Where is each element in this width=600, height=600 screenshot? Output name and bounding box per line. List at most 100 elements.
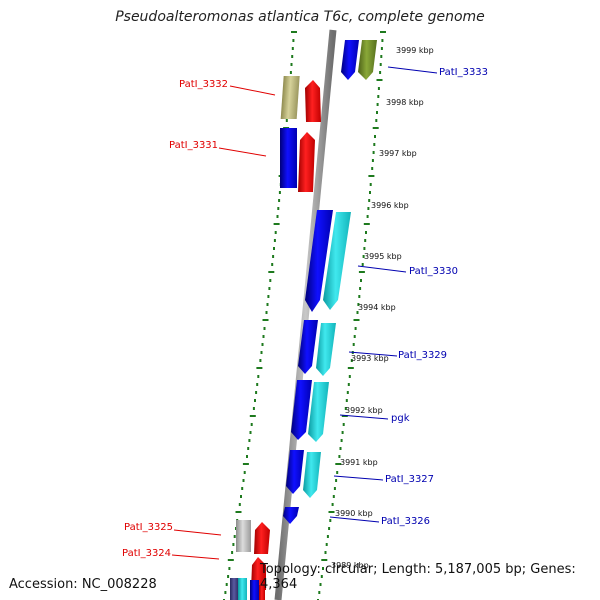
ruler-major-tick [347, 367, 354, 369]
ruler-dot [363, 247, 366, 250]
gene-patI-3325-gray[interactable] [236, 520, 251, 552]
gene-label-patI-3331[interactable]: PatI_3331 [169, 140, 219, 151]
ruler-dot [328, 527, 331, 530]
gene-label-patI-3325[interactable]: PatI_3325 [124, 522, 174, 533]
ruler-dot [255, 391, 258, 394]
tick-label: 3990 kbp [335, 509, 373, 518]
gene-patI-3331-red[interactable] [298, 132, 315, 192]
gene-label-patI-3324[interactable]: PatI_3324 [122, 548, 172, 559]
ruler-dot [350, 359, 353, 362]
ruler-dot [340, 439, 343, 442]
gene-bottom-cyan[interactable] [238, 578, 247, 600]
gene-label-patI-3329[interactable]: PatI_3329 [398, 350, 448, 361]
gene-pgk-cyan[interactable] [308, 382, 329, 442]
ruler-dot [225, 583, 228, 586]
ruler-major-tick [262, 319, 269, 321]
ruler-dot [252, 407, 255, 410]
ruler-dot [369, 191, 371, 194]
ruler-dot [325, 543, 328, 546]
ruler-dot [266, 303, 269, 306]
ruler-dot [227, 575, 230, 578]
ruler-dot [228, 567, 231, 570]
gene-patI-3332-red[interactable] [305, 80, 321, 122]
ruler-dot [267, 295, 270, 298]
ruler-major-tick [341, 415, 348, 417]
ruler-major-tick [368, 175, 375, 177]
ruler-dot [369, 183, 372, 186]
tick-label: 3994 kbp [358, 303, 396, 312]
ruler-major-tick [227, 559, 234, 561]
gene-label-patI-3332[interactable]: PatI_3332 [179, 79, 229, 90]
ruler-dot [260, 351, 263, 354]
ruler-major-tick [268, 271, 275, 273]
gene-label-patI-3326[interactable]: PatI_3326 [381, 516, 431, 527]
gene-patI-3327-cyan[interactable] [303, 452, 321, 498]
ruler-dot [276, 215, 279, 218]
gene-bottom-blue[interactable] [250, 580, 259, 600]
gene-bottom-navy[interactable] [230, 578, 238, 600]
ruler-dot [277, 207, 280, 210]
tick-label: 3996 kbp [371, 201, 409, 210]
ruler-dot [291, 47, 294, 50]
ruler-dot [348, 375, 351, 378]
tick-label: 3991 kbp [340, 458, 378, 467]
ruler-dot [332, 495, 335, 498]
gene-patI-3329-cyan[interactable] [316, 323, 336, 376]
ruler-dot [268, 287, 271, 290]
ruler-dot [289, 71, 292, 74]
ruler-dot [354, 327, 357, 330]
gene-label-patI-3327[interactable]: PatI_3327 [385, 474, 435, 485]
ruler-dot [238, 503, 241, 506]
gene-patI-3329-blue[interactable] [298, 320, 318, 374]
ruler-dot [241, 487, 244, 490]
gene-patI-3333-blue[interactable] [341, 40, 359, 80]
tick-label: 3993 kbp [351, 354, 389, 363]
ruler-dot [320, 575, 323, 578]
ruler-dot [338, 455, 341, 458]
gene-patI-3326-blue[interactable] [283, 507, 299, 524]
ruler-dot [376, 103, 379, 106]
ruler-dot [379, 63, 382, 66]
gene-bottom-red[interactable] [259, 585, 265, 600]
ruler-dot [292, 39, 295, 42]
ruler-dot [248, 439, 251, 442]
ruler-dot [256, 383, 259, 386]
ruler-dot [357, 303, 360, 306]
ruler-major-tick [256, 367, 263, 369]
gene-patI-3333-olive[interactable] [358, 40, 377, 80]
gene-patI-3330-cyan[interactable] [323, 212, 351, 310]
ruler-dot [356, 311, 359, 314]
gene-pgk-blue[interactable] [291, 380, 312, 440]
gene-patI-3331-blue[interactable] [280, 128, 297, 188]
ruler-dot [377, 87, 380, 90]
ruler-dot [381, 39, 384, 42]
ruler-dot [380, 55, 383, 58]
ruler-dot [249, 431, 252, 434]
gene-patI-3327-blue[interactable] [286, 450, 304, 494]
ruler-dot [273, 239, 276, 242]
ruler-dot [375, 119, 378, 122]
ruler-dot [262, 335, 265, 338]
ruler-dot [371, 167, 374, 170]
gene-patI-3325-red[interactable] [254, 522, 270, 554]
ruler-dot [341, 431, 344, 434]
ruler-dot [269, 279, 272, 282]
ruler-dot [240, 495, 242, 498]
ruler-major-tick [363, 223, 370, 225]
ruler-dot [278, 199, 281, 202]
ruler-dot [367, 207, 370, 210]
gene-patI-3332-khaki[interactable] [280, 76, 300, 119]
gene-label-patI-3330[interactable]: PatI_3330 [409, 266, 459, 277]
ruler-major-tick [273, 223, 280, 225]
ruler-major-tick [235, 511, 242, 513]
ruler-major-tick [358, 271, 365, 273]
gene-label-patI-3333[interactable]: PatI_3333 [439, 67, 489, 78]
gene-label-pgk[interactable]: pgk [391, 413, 410, 424]
ruler-major-tick [372, 127, 379, 129]
ruler-dot [379, 71, 382, 74]
gene-patI-3330-blue[interactable] [305, 210, 333, 312]
ruler-dot [329, 519, 332, 522]
ruler-dot [271, 263, 274, 266]
ruler-dot [254, 399, 256, 402]
